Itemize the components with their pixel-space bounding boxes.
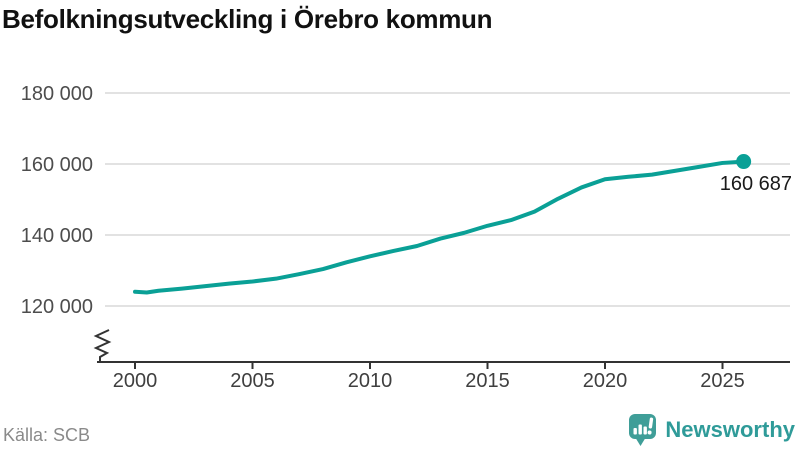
exclamation-glyph: [647, 417, 654, 435]
newsworthy-wordmark: Newsworthy: [665, 417, 795, 442]
mini-bar-chart-glyph: [633, 417, 654, 435]
y-tick-label: 120 000: [21, 296, 93, 318]
x-tick-label: 2005: [230, 370, 275, 392]
x-tick-label: 2000: [113, 370, 158, 392]
axis-break-icon: [93, 329, 112, 361]
y-tick-label: 140 000: [21, 225, 93, 247]
chart-title: Befolkningsutveckling i Örebro kommun: [2, 4, 493, 34]
x-tick-label: 2015: [465, 370, 510, 392]
x-tick-label: 2010: [348, 370, 393, 392]
x-tick-label: 2020: [583, 370, 628, 392]
y-tick-label: 160 000: [21, 154, 93, 176]
y-tick-label: 180 000: [21, 83, 93, 105]
population-line: [133, 159, 746, 295]
x-tick-label: 2025: [700, 370, 745, 392]
source-note: Källa: SCB: [3, 425, 91, 445]
newsworthy-icon: [629, 414, 657, 446]
newsworthy-logo[interactable]: Newsworthy: [628, 413, 795, 447]
end-value-label: 160 687: [720, 173, 792, 195]
end-point-marker: [736, 154, 752, 170]
